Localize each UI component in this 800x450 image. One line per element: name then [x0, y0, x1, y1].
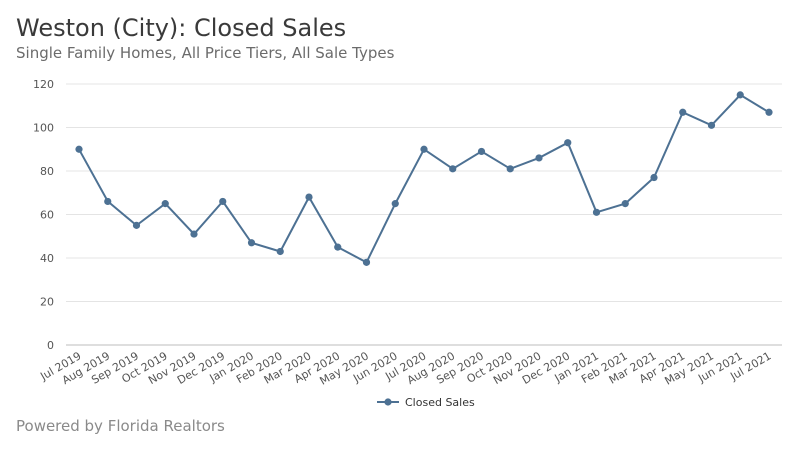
y-axis: 0 20 40 60 80 100 120 [33, 78, 54, 352]
legend: Closed Sales [377, 396, 475, 409]
data-point [420, 145, 428, 153]
data-point [449, 165, 457, 173]
data-point [276, 247, 284, 256]
chart-subtitle: Single Family Homes, All Price Tiers, Al… [16, 44, 395, 62]
data-point [564, 139, 572, 147]
data-point [75, 145, 83, 153]
data-point [362, 258, 371, 266]
data-point [219, 197, 227, 206]
data-point [506, 165, 514, 173]
chart-title: Weston (City): Closed Sales [16, 14, 347, 42]
data-point [650, 173, 658, 182]
y-tick-label: 40 [40, 252, 54, 265]
y-tick-label: 80 [40, 165, 54, 178]
data-point [247, 239, 256, 247]
data-point [391, 200, 399, 208]
data-point [334, 243, 342, 251]
series-points [75, 91, 773, 266]
data-point [477, 147, 486, 156]
legend-marker-icon [384, 398, 392, 406]
data-point [305, 193, 313, 201]
data-point [592, 208, 601, 216]
y-tick-label: 100 [33, 122, 54, 135]
data-point [161, 200, 169, 208]
data-point [621, 200, 629, 208]
data-point [104, 197, 112, 206]
footer-credit: Powered by Florida Realtors [16, 417, 225, 435]
y-tick-label: 60 [40, 209, 54, 222]
y-tick-label: 20 [40, 296, 54, 309]
y-tick-label: 0 [47, 339, 54, 352]
data-point [765, 108, 773, 116]
series-line-closed-sales [78, 93, 770, 264]
grid-lines [66, 83, 782, 346]
data-point [679, 108, 687, 116]
data-point [535, 154, 543, 162]
data-point [736, 91, 744, 99]
data-point [132, 221, 141, 229]
data-point [190, 230, 198, 238]
data-point [707, 121, 716, 129]
y-tick-label: 120 [33, 78, 54, 91]
legend-label: Closed Sales [405, 396, 475, 409]
